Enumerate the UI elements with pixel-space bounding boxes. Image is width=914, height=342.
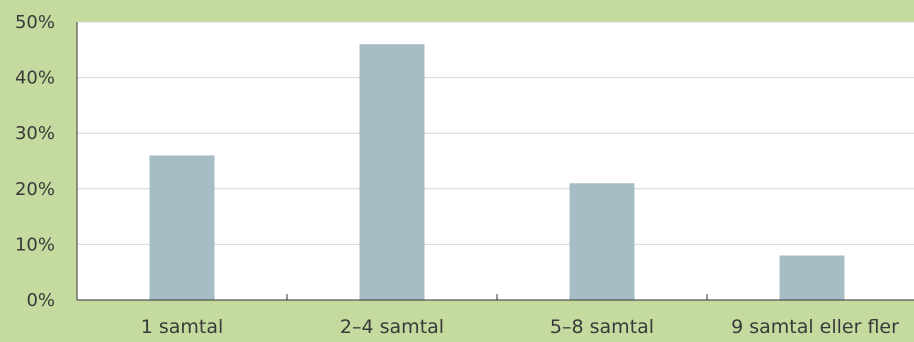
category-label: 9 samtal eller fler [731,316,899,338]
plot-area [77,22,914,300]
y-tick-label: 30% [15,123,55,144]
y-tick-label: 40% [15,68,55,89]
bar-1 [149,155,215,300]
bar-3 [569,183,635,300]
y-tick-label: 10% [15,234,55,255]
y-tick-label: 20% [15,179,55,200]
category-label: 1 samtal [141,316,224,338]
category-label: 5–8 samtal [550,316,654,338]
bar-4 [779,255,845,300]
category-label: 2–4 samtal [340,316,444,338]
y-tick-label: 0% [26,290,55,311]
bar-2 [359,44,425,300]
bars [149,44,845,300]
y-tick-label: 50% [15,12,55,33]
gridlines [77,21,914,245]
y-tick-labels: 0% 10% 20% 30% 40% 50% [15,12,55,311]
axes [76,22,914,301]
x-category-labels: 1 samtal 2–4 samtal 5–8 samtal 9 samtal ell… [141,316,899,338]
